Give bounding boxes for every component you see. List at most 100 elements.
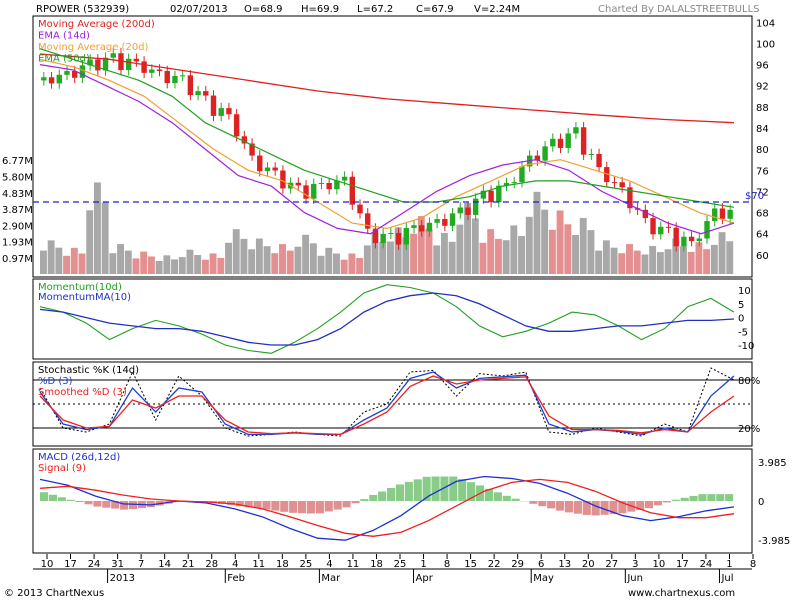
date-label: 8 [750, 559, 756, 570]
macd-histogram-bar [458, 479, 467, 501]
candle-body [102, 57, 109, 71]
volume-bar [124, 250, 132, 274]
macd-histogram-bar [84, 501, 93, 505]
header-low: L=67.2 [357, 4, 393, 15]
macd-histogram-bar [378, 491, 387, 501]
date-label: 11 [252, 559, 265, 570]
macd-histogram-bar [387, 487, 396, 501]
macd-tick-label: 0 [758, 497, 764, 508]
volume-bar [194, 254, 202, 274]
volume-bar [117, 244, 125, 274]
volume-bar [664, 249, 672, 274]
candle-body [580, 127, 587, 155]
candle-body [341, 176, 348, 181]
price-tick-label: 68 [756, 209, 769, 220]
candle-body [326, 182, 332, 190]
volume-bar [572, 235, 579, 274]
macd-histogram-bar [244, 501, 253, 508]
volume-bar [494, 238, 502, 274]
candle-body [519, 166, 525, 183]
macd-histogram-bar [422, 476, 431, 501]
candle-body [187, 75, 194, 96]
volume-bar [487, 229, 495, 274]
volume-bar [155, 261, 163, 274]
volume-tick-label: 0.97M [2, 254, 33, 265]
macd-histogram-bar [591, 501, 600, 516]
candle-body [442, 219, 448, 226]
chart-credit: Charted By DALALSTREETBULLS [598, 4, 760, 15]
macd-histogram-bar [315, 501, 324, 514]
macd-histogram-bar [93, 501, 102, 507]
macd-histogram-bar [653, 501, 663, 506]
macd-histogram-bar [395, 484, 404, 501]
momentum-panel [32, 278, 753, 360]
volume-bar [564, 224, 572, 274]
candle-body [550, 138, 556, 147]
macd-histogram-bar [680, 497, 689, 501]
volume-bar [86, 210, 94, 274]
macd-histogram-bar [342, 501, 351, 508]
indicator-lines [33, 48, 752, 541]
volume-bar [163, 255, 171, 274]
volume-bar [595, 250, 603, 274]
macd-histogram-bar [333, 501, 342, 510]
volume-bar [394, 227, 402, 274]
momentum-tick-label: 0 [738, 314, 744, 325]
month-label: Jun [626, 573, 643, 584]
macd-histogram-bar [440, 476, 449, 501]
macd-histogram-bar [564, 501, 574, 513]
date-label: 17 [64, 559, 77, 570]
macd-histogram-bar [662, 501, 671, 503]
macd-histogram-bar [75, 501, 84, 503]
volume-bar [263, 246, 271, 274]
signal-legend: Signal (9) [38, 463, 86, 474]
date-label: 7 [138, 559, 144, 570]
candle-body [712, 208, 718, 222]
macd-legend: MACD (26d,12d) [38, 452, 120, 463]
candle-body [72, 71, 78, 78]
stoch-d-line [39, 371, 735, 436]
macd-histogram-bar [111, 501, 120, 509]
candle-body [642, 209, 649, 219]
date-label: 25 [394, 559, 407, 570]
date-label: 29 [511, 559, 524, 570]
volume-bar [433, 245, 441, 274]
candle-body [210, 95, 217, 116]
macd-histogram-bar [253, 501, 262, 509]
volume-bar [695, 242, 703, 274]
stoch-k-line [39, 367, 735, 437]
volume-bar [333, 253, 340, 274]
candle-body [226, 108, 232, 115]
date-label: 14 [158, 559, 171, 570]
month-label: Jul [720, 573, 733, 584]
candle-body [658, 226, 664, 235]
month-label: 2013 [110, 573, 135, 584]
volume-bar [471, 218, 479, 274]
volume-bar [610, 247, 618, 274]
signal-line [39, 478, 735, 537]
candle-body [334, 180, 340, 190]
macd-histogram-bar [413, 479, 422, 501]
volume-bar [248, 249, 256, 274]
macd-histogram-bar [271, 501, 280, 511]
date-label: 13 [558, 559, 571, 570]
candle-body [688, 236, 695, 242]
price-tick-label: 64 [756, 230, 769, 241]
volume-bar [240, 238, 248, 274]
volume-bar [402, 237, 410, 274]
header-high: H=69.9 [301, 4, 339, 15]
header-open: O=68.9 [244, 4, 283, 15]
candle-body [496, 185, 502, 203]
ma20-line [39, 58, 735, 230]
date-label: 3 [632, 559, 638, 570]
candle-body [280, 170, 286, 189]
volume-bar [47, 240, 55, 274]
candle-body [149, 69, 155, 73]
candle-body [604, 167, 610, 183]
candle-body [48, 77, 55, 84]
volume-bar [672, 238, 680, 274]
volume-bar [63, 255, 71, 274]
momentum-tick-label: -10 [738, 341, 754, 352]
volume-bar [656, 252, 664, 274]
volume-bar [587, 230, 595, 274]
